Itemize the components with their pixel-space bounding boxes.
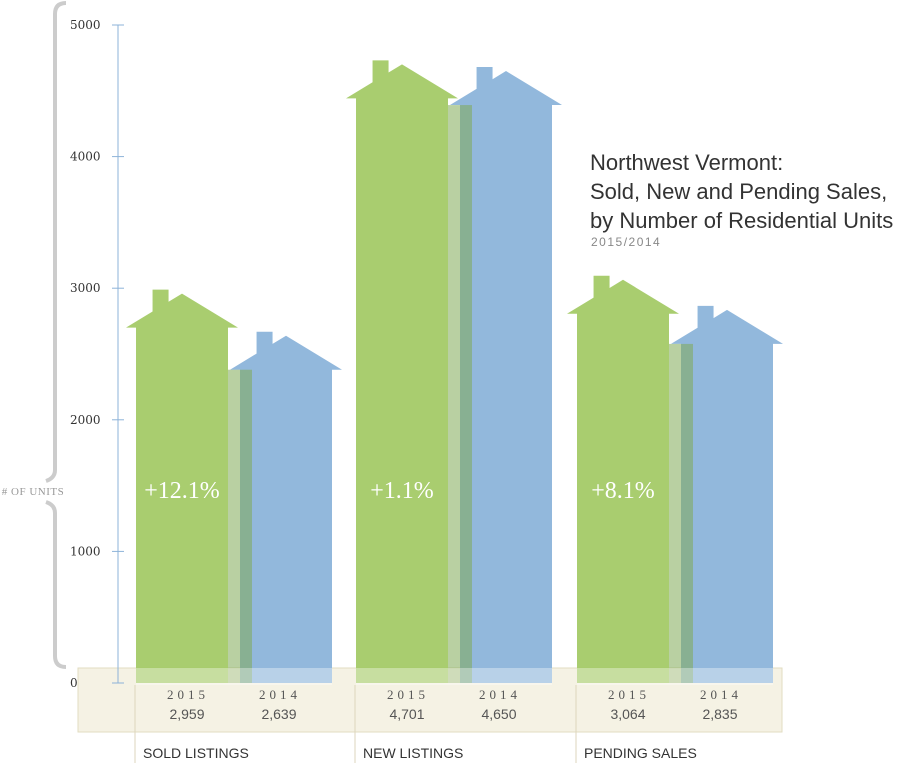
title-line-3: by Number of Residential Units <box>590 208 893 233</box>
category-label: PENDING SALES <box>584 745 697 761</box>
percent-change-label: +1.1% <box>370 478 434 504</box>
bar-2014 <box>230 331 342 683</box>
y-tick-label: 5000 <box>70 18 101 32</box>
title-line-1: Northwest Vermont: <box>590 150 783 175</box>
bracket-lower <box>45 500 67 669</box>
chart-subtitle: 2015/2014 <box>591 235 661 249</box>
bar-2015 <box>126 289 238 683</box>
value-label-2015: 4,701 <box>389 706 424 722</box>
bars-layer <box>126 60 783 684</box>
value-label-2015: 2,959 <box>169 706 204 722</box>
year-label-2014: 2014 <box>700 687 742 702</box>
bar-overlap <box>448 105 472 683</box>
bar-overlap <box>228 369 252 683</box>
bracket-upper <box>45 1 67 483</box>
year-label-2015: 2015 <box>608 687 650 702</box>
year-label-2015: 2015 <box>167 687 209 702</box>
labels-layer: +12.1% 2015 2014 2,959 2,639 SOLD LISTINGS +1.… <box>134 478 742 763</box>
bar-2015 <box>567 275 679 683</box>
year-label-2015: 2015 <box>387 687 429 702</box>
bar-2014 <box>671 305 783 683</box>
chart-title: Northwest Vermont: Sold, New and Pending… <box>590 150 893 249</box>
bar-overlap <box>669 343 693 683</box>
value-label-2014: 4,650 <box>481 706 516 722</box>
band-overlay-layer <box>136 668 773 685</box>
y-tick-label: 1000 <box>70 544 101 558</box>
bar-base-overlay <box>356 668 552 685</box>
percent-change-label: +8.1% <box>591 478 655 504</box>
y-tick-label: 0 <box>70 676 78 690</box>
y-tick-label: 4000 <box>70 150 101 164</box>
category-label: NEW LISTINGS <box>363 745 463 761</box>
y-axis: 0 1000 2000 3000 4000 5000 <box>70 18 124 690</box>
bar-base-overlay <box>136 668 332 685</box>
bar-2014 <box>450 67 562 683</box>
value-label-2015: 3,064 <box>610 706 645 722</box>
bar-base-overlay <box>577 668 773 685</box>
year-label-2014: 2014 <box>479 687 521 702</box>
bar-2015 <box>346 60 458 684</box>
percent-change-label: +12.1% <box>144 478 220 504</box>
category-label: SOLD LISTINGS <box>143 745 249 761</box>
year-label-2014: 2014 <box>259 687 301 702</box>
value-label-2014: 2,835 <box>702 706 737 722</box>
y-tick-label: 3000 <box>70 281 101 295</box>
y-bracket <box>45 1 67 669</box>
title-line-2: Sold, New and Pending Sales, <box>590 179 887 204</box>
y-tick-label: 2000 <box>70 413 101 427</box>
value-label-2014: 2,639 <box>261 706 296 722</box>
y-axis-label: # OF UNITS <box>2 486 64 498</box>
